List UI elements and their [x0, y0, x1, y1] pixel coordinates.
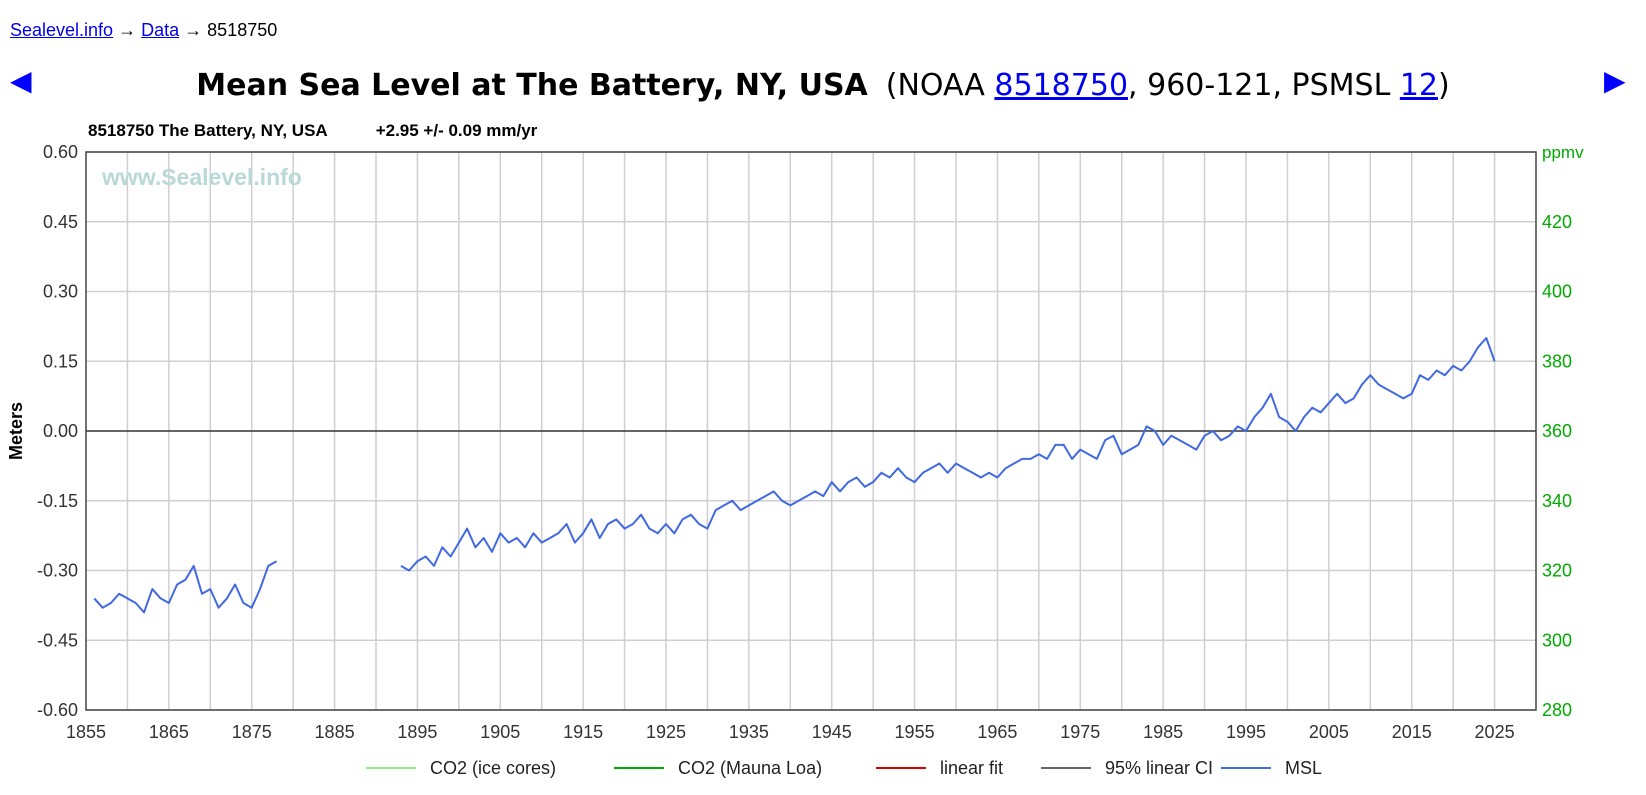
x-tick-label: 1855: [66, 722, 106, 742]
title-text: , 960-121, PSMSL: [1128, 68, 1400, 103]
page-title: Mean Sea Level at The Battery, NY, USA (N…: [0, 68, 1646, 103]
x-tick-label: 1915: [563, 722, 603, 742]
breadcrumb-home-link[interactable]: Sealevel.info: [10, 20, 114, 40]
watermark: www.Sealevel.info: [101, 164, 302, 190]
y2-tick-label: 360: [1542, 421, 1572, 441]
x-tick-label: 2025: [1475, 722, 1515, 742]
breadcrumb-current: 8518750: [207, 20, 278, 40]
psmsl-station-link[interactable]: 12: [1399, 68, 1439, 103]
y-tick-label: -0.15: [37, 491, 78, 511]
msl-line: [93, 560, 278, 614]
x-tick-label: 1895: [397, 722, 437, 742]
legend-label: MSL: [1285, 758, 1322, 778]
x-tick-label: 1875: [232, 722, 272, 742]
y2-tick-label: 300: [1542, 630, 1572, 650]
title-text: ): [1438, 68, 1450, 103]
x-tick-label: 1885: [315, 722, 355, 742]
y2-tick-label: 400: [1542, 282, 1572, 302]
y2-tick-label: 340: [1542, 491, 1572, 511]
legend-label: 95% linear CI: [1105, 758, 1213, 778]
x-tick-label: 2015: [1392, 722, 1432, 742]
legend-label: CO2 (Mauna Loa): [678, 758, 822, 778]
y-tick-label: -0.30: [37, 561, 78, 581]
previous-station-arrow-icon[interactable]: ◀: [10, 64, 32, 97]
legend-label: CO2 (ice cores): [430, 758, 556, 778]
noaa-station-link[interactable]: 8518750: [994, 68, 1129, 103]
x-tick-label: 1935: [729, 722, 769, 742]
y2-tick-label: 380: [1542, 351, 1572, 371]
x-tick-label: 1945: [812, 722, 852, 742]
plot-frame: [85, 151, 1537, 711]
page-title-main: Mean Sea Level at The Battery, NY, USA: [196, 68, 868, 103]
x-tick-label: 1955: [895, 722, 935, 742]
breadcrumb-data-link[interactable]: Data: [141, 20, 180, 40]
title-text: (NOAA: [885, 68, 995, 103]
y-tick-label: 0.15: [43, 351, 78, 371]
x-tick-label: 1905: [480, 722, 520, 742]
y-tick-label: 0.30: [43, 282, 78, 302]
y2-tick-label: 320: [1542, 561, 1572, 581]
y-tick-label: 0.60: [43, 142, 78, 162]
breadcrumb-separator: →: [118, 20, 137, 40]
y-tick-label: 0.45: [43, 212, 78, 232]
subtitle-station: 8518750 The Battery, NY, USA: [88, 121, 328, 140]
y-tick-label: 0.00: [43, 421, 78, 441]
legend-label: linear fit: [940, 758, 1003, 778]
breadcrumb-separator: →: [184, 20, 203, 40]
x-tick-label: 1995: [1226, 722, 1266, 742]
subtitle-rate: +2.95 +/- 0.09 mm/yr: [375, 121, 538, 140]
x-tick-label: 1865: [149, 722, 189, 742]
y-tick-label: -0.60: [37, 700, 78, 720]
x-tick-label: 1965: [977, 722, 1017, 742]
x-tick-label: 1975: [1060, 722, 1100, 742]
chart-subtitle: 8518750 The Battery, NY, USA +2.95 +/- 0.…: [88, 121, 537, 141]
msl-line: [400, 337, 1496, 572]
y2-tick-label: 280: [1542, 700, 1572, 720]
y2-tick-label: 420: [1542, 212, 1572, 232]
x-tick-label: 1985: [1143, 722, 1183, 742]
x-tick-label: 1925: [646, 722, 686, 742]
y-axis-label: Meters: [6, 402, 26, 460]
breadcrumb: Sealevel.info → Data → 8518750: [10, 20, 277, 41]
y-tick-label: -0.45: [37, 630, 78, 650]
y2-axis-label: ppmv: [1542, 143, 1584, 162]
next-station-arrow-icon[interactable]: ▶: [1604, 64, 1626, 97]
x-tick-label: 2005: [1309, 722, 1349, 742]
